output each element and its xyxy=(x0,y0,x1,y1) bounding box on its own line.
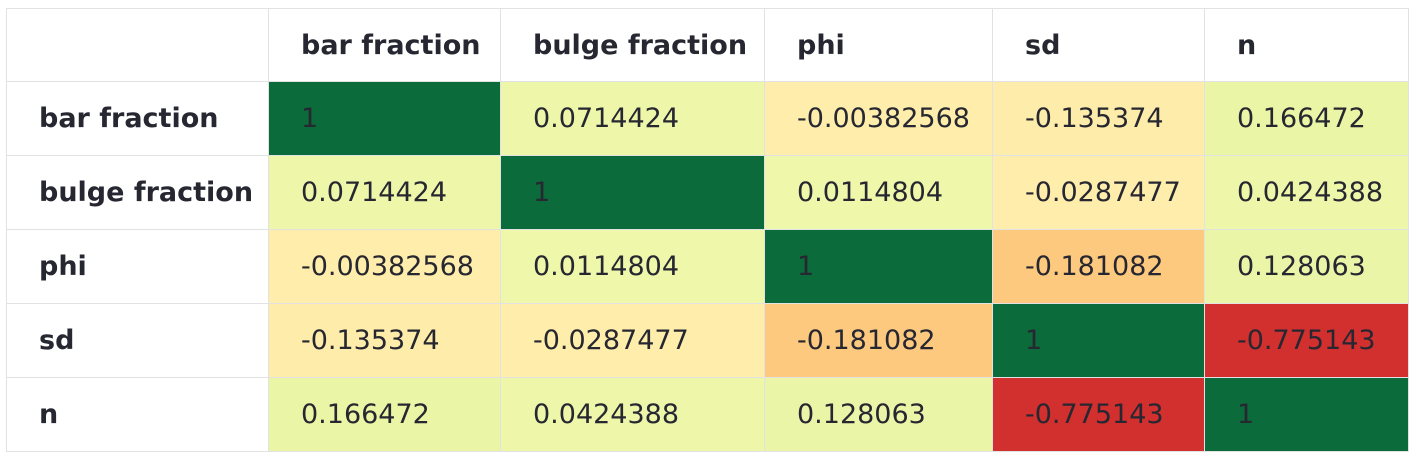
column-header-phi[interactable]: phi xyxy=(764,8,993,82)
table-cell[interactable]: -0.00382568 xyxy=(764,81,993,156)
table-cell[interactable]: 0.128063 xyxy=(764,377,993,452)
table-cell[interactable]: 0.166472 xyxy=(1204,81,1409,156)
table-cell[interactable]: 1 xyxy=(1204,377,1409,452)
row-header-bulge-fraction: bulge fraction xyxy=(6,155,269,230)
table-cell[interactable]: -0.181082 xyxy=(764,303,993,378)
table-cell[interactable]: 0.0424388 xyxy=(1204,155,1409,230)
table-cell[interactable]: 1 xyxy=(500,155,765,230)
table-row: n 0.166472 0.0424388 0.128063 -0.775143 … xyxy=(6,377,1409,452)
row-header-sd: sd xyxy=(6,303,269,378)
table-row: bar fraction 1 0.0714424 -0.00382568 -0.… xyxy=(6,81,1409,156)
table-cell[interactable]: 1 xyxy=(992,303,1205,378)
table-cell[interactable]: -0.775143 xyxy=(992,377,1205,452)
correlation-table: bar fraction bulge fraction phi sd n bar… xyxy=(6,8,1409,452)
table-row: phi -0.00382568 0.0114804 1 -0.181082 0.… xyxy=(6,229,1409,304)
column-header-n[interactable]: n xyxy=(1204,8,1409,82)
row-header-n: n xyxy=(6,377,269,452)
table-cell[interactable]: -0.0287477 xyxy=(500,303,765,378)
column-header-bar-fraction[interactable]: bar fraction xyxy=(268,8,501,82)
table-row: bulge fraction 0.0714424 1 0.0114804 -0.… xyxy=(6,155,1409,230)
table-cell[interactable]: 1 xyxy=(764,229,993,304)
table-cell[interactable]: 0.0714424 xyxy=(500,81,765,156)
table-cell[interactable]: 0.0114804 xyxy=(500,229,765,304)
table-cell[interactable]: 0.0714424 xyxy=(268,155,501,230)
column-header-sd[interactable]: sd xyxy=(992,8,1205,82)
header-row: bar fraction bulge fraction phi sd n xyxy=(6,8,1409,82)
table-cell[interactable]: 0.0424388 xyxy=(500,377,765,452)
table-cell[interactable]: -0.0287477 xyxy=(992,155,1205,230)
table-cell[interactable]: -0.135374 xyxy=(992,81,1205,156)
table-cell[interactable]: -0.775143 xyxy=(1204,303,1409,378)
table-cell[interactable]: -0.00382568 xyxy=(268,229,501,304)
table-row: sd -0.135374 -0.0287477 -0.181082 1 -0.7… xyxy=(6,303,1409,378)
corner-header xyxy=(6,8,269,82)
table-cell[interactable]: 0.166472 xyxy=(268,377,501,452)
table-cell[interactable]: 0.0114804 xyxy=(764,155,993,230)
table-cell[interactable]: 1 xyxy=(268,81,501,156)
table-cell[interactable]: -0.181082 xyxy=(992,229,1205,304)
table-cell[interactable]: 0.128063 xyxy=(1204,229,1409,304)
column-header-bulge-fraction[interactable]: bulge fraction xyxy=(500,8,765,82)
row-header-bar-fraction: bar fraction xyxy=(6,81,269,156)
row-header-phi: phi xyxy=(6,229,269,304)
table-cell[interactable]: -0.135374 xyxy=(268,303,501,378)
